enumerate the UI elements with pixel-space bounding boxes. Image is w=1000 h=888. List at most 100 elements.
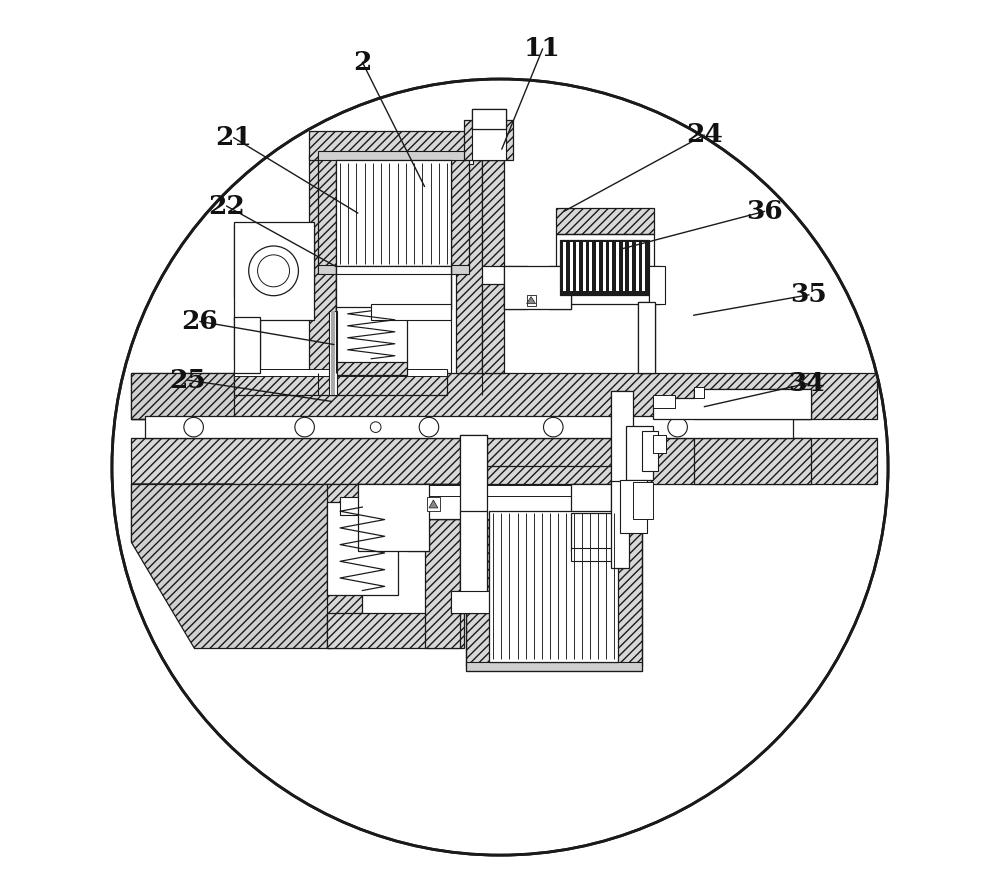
Polygon shape bbox=[527, 297, 536, 304]
Bar bbox=[358, 484, 380, 551]
Bar bbox=[371, 304, 451, 320]
Bar bbox=[638, 302, 655, 373]
Bar bbox=[451, 591, 496, 613]
Bar bbox=[460, 511, 487, 595]
Bar bbox=[466, 491, 642, 504]
Bar bbox=[451, 155, 469, 271]
Bar bbox=[466, 466, 642, 493]
Bar bbox=[694, 387, 704, 398]
Bar bbox=[318, 155, 336, 271]
Circle shape bbox=[112, 79, 888, 855]
Circle shape bbox=[419, 417, 439, 437]
Bar bbox=[489, 511, 618, 662]
Bar bbox=[234, 370, 447, 395]
Text: 34: 34 bbox=[788, 371, 825, 396]
Bar bbox=[425, 484, 611, 519]
Text: 25: 25 bbox=[169, 368, 206, 392]
Bar bbox=[472, 109, 506, 129]
Bar bbox=[425, 484, 460, 648]
Bar bbox=[429, 266, 451, 309]
Bar bbox=[560, 240, 649, 295]
Bar bbox=[358, 484, 429, 551]
Bar bbox=[609, 242, 612, 291]
Bar bbox=[653, 395, 675, 408]
Bar bbox=[638, 302, 655, 373]
Bar bbox=[642, 431, 658, 471]
Polygon shape bbox=[131, 373, 234, 419]
Circle shape bbox=[544, 417, 563, 437]
Bar bbox=[329, 311, 337, 395]
Bar bbox=[318, 155, 473, 164]
Circle shape bbox=[184, 417, 203, 437]
Bar bbox=[649, 266, 660, 304]
Polygon shape bbox=[429, 500, 438, 508]
Bar bbox=[327, 613, 464, 648]
Bar bbox=[571, 551, 617, 561]
Bar bbox=[318, 265, 469, 274]
Bar bbox=[653, 435, 666, 453]
Bar bbox=[571, 513, 589, 551]
Bar bbox=[649, 266, 665, 304]
Polygon shape bbox=[653, 389, 811, 419]
Bar bbox=[603, 242, 606, 291]
Bar bbox=[556, 234, 654, 304]
Bar bbox=[616, 242, 619, 291]
Bar bbox=[549, 266, 571, 309]
Bar bbox=[309, 131, 482, 160]
Bar bbox=[571, 513, 617, 551]
Bar bbox=[460, 435, 487, 515]
Bar bbox=[131, 373, 877, 419]
Bar bbox=[425, 484, 460, 519]
Bar bbox=[571, 484, 598, 551]
Bar bbox=[309, 155, 336, 373]
Bar bbox=[563, 242, 566, 291]
Bar bbox=[336, 307, 407, 362]
Bar bbox=[336, 266, 358, 309]
Bar bbox=[633, 482, 653, 519]
Bar bbox=[234, 369, 447, 376]
Bar bbox=[336, 361, 407, 375]
Bar bbox=[327, 484, 362, 648]
Bar bbox=[336, 160, 451, 266]
Bar bbox=[425, 509, 611, 519]
Bar bbox=[570, 242, 573, 291]
Bar bbox=[331, 311, 335, 395]
Polygon shape bbox=[527, 295, 536, 306]
Text: 24: 24 bbox=[686, 123, 723, 147]
Bar bbox=[504, 266, 571, 309]
Bar bbox=[340, 497, 398, 515]
Bar bbox=[620, 480, 633, 533]
Bar bbox=[407, 484, 429, 551]
Bar bbox=[466, 491, 642, 671]
Bar bbox=[589, 242, 592, 291]
Bar bbox=[556, 208, 654, 234]
Circle shape bbox=[370, 422, 381, 432]
Bar bbox=[318, 151, 469, 160]
Polygon shape bbox=[131, 484, 234, 595]
Bar bbox=[234, 225, 314, 297]
Bar bbox=[472, 109, 506, 129]
Bar bbox=[451, 591, 496, 613]
Circle shape bbox=[258, 255, 290, 287]
Bar bbox=[456, 155, 482, 373]
Bar bbox=[466, 662, 642, 671]
Bar bbox=[611, 481, 629, 568]
Bar bbox=[131, 438, 877, 484]
Bar bbox=[611, 391, 629, 484]
Bar bbox=[571, 548, 617, 561]
Bar bbox=[460, 511, 487, 595]
Text: 22: 22 bbox=[208, 194, 245, 218]
Bar bbox=[466, 502, 491, 666]
Text: 26: 26 bbox=[182, 309, 218, 334]
Polygon shape bbox=[427, 497, 440, 511]
Polygon shape bbox=[571, 484, 611, 551]
Bar bbox=[336, 266, 451, 309]
Bar bbox=[234, 222, 314, 320]
Bar bbox=[472, 129, 506, 160]
Bar bbox=[460, 435, 487, 515]
Bar bbox=[617, 502, 642, 666]
Bar bbox=[425, 485, 611, 496]
Text: 21: 21 bbox=[215, 125, 252, 150]
Bar bbox=[482, 284, 504, 373]
Bar bbox=[504, 266, 527, 309]
